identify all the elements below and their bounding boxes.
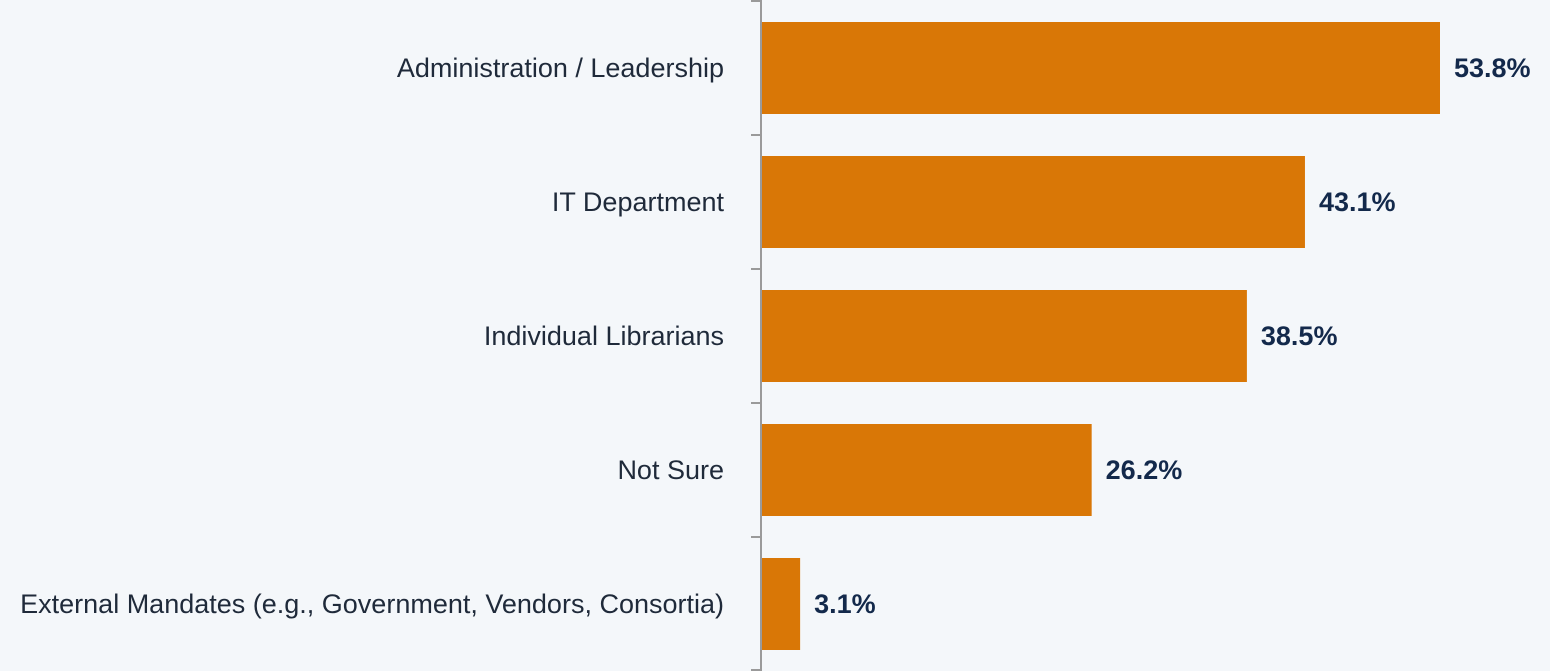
value-label: 26.2% — [1106, 455, 1183, 485]
value-label: 38.5% — [1261, 321, 1338, 351]
category-label-box: External Mandates (e.g., Government, Ven… — [0, 537, 724, 671]
category-label-box: Administration / Leadership — [0, 1, 724, 135]
bar — [761, 290, 1247, 382]
value-label: 3.1% — [814, 589, 876, 619]
category-label: Administration / Leadership — [396, 53, 724, 83]
category-label: IT Department — [551, 187, 724, 217]
category-label: External Mandates (e.g., Government, Ven… — [20, 589, 724, 619]
bar — [761, 22, 1440, 114]
category-label-box: IT Department — [0, 135, 724, 269]
bar — [761, 558, 801, 650]
category-label: Individual Librarians — [483, 321, 724, 351]
bar — [761, 424, 1092, 516]
category-label-box: Individual Librarians — [0, 269, 724, 403]
value-label: 43.1% — [1319, 187, 1396, 217]
value-label: 53.8% — [1454, 53, 1531, 83]
bar — [761, 156, 1305, 248]
category-label-box: Not Sure — [0, 403, 724, 537]
category-label: Not Sure — [617, 455, 724, 485]
